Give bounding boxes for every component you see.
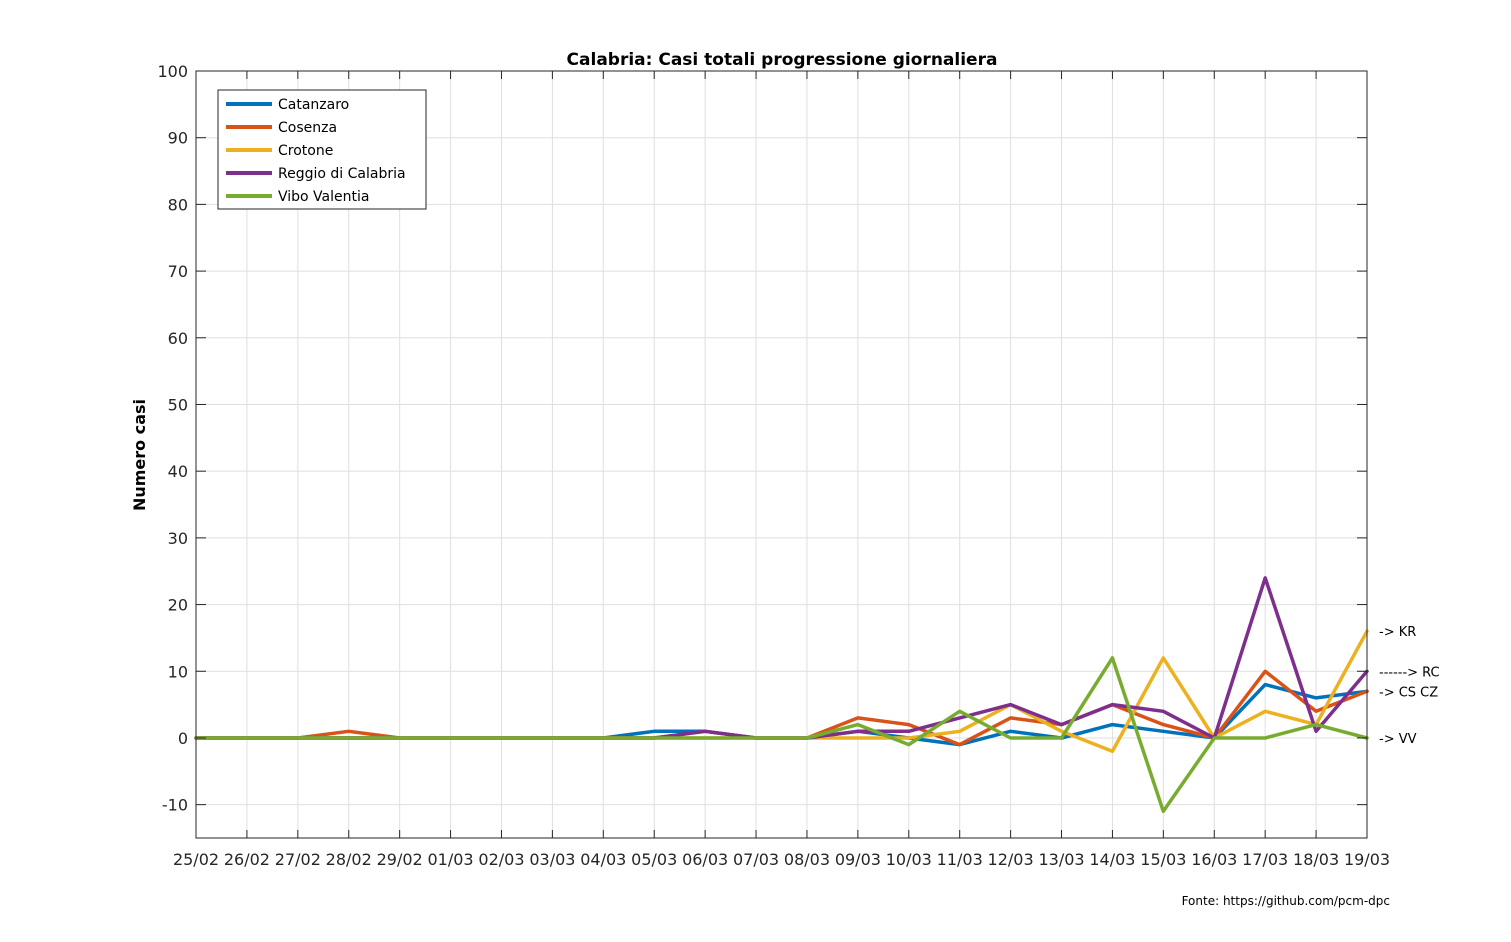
- axis-ticks: 25/02 26/02 27/02 28/02 29/02 01/03 02/03 03/03…: [157, 62, 1390, 869]
- x-tick-label: 28/02: [326, 850, 372, 869]
- x-tick-label: 10/03: [886, 850, 932, 869]
- x-tick-label: 18/03: [1293, 850, 1339, 869]
- series-line-reggio-di-calabria: [194, 576, 1369, 740]
- y-tick-label: 100: [157, 62, 188, 81]
- x-tick-label: 07/03: [733, 850, 779, 869]
- x-tick-label: 05/03: [631, 850, 677, 869]
- y-tick-label: 0: [178, 729, 188, 748]
- source-note: Fonte: https://github.com/pcm-dpc: [1182, 894, 1390, 908]
- end-label: ------> RC: [1379, 665, 1440, 680]
- legend-label-vibo-valentia: Vibo Valentia: [278, 189, 369, 205]
- x-tick-label: 19/03: [1344, 850, 1390, 869]
- x-tick-label: 09/03: [835, 850, 881, 869]
- legend-label-reggio-di-calabria: Reggio di Calabria: [278, 166, 406, 182]
- x-tick-label: 12/03: [988, 850, 1034, 869]
- end-label: -> CS CZ: [1379, 685, 1438, 700]
- x-tick-label: 29/02: [377, 850, 423, 869]
- y-axis-label: Numero casi: [130, 399, 149, 511]
- x-tick-label: 13/03: [1038, 850, 1084, 869]
- x-tick-label: 27/02: [275, 850, 321, 869]
- x-tick-label: 01/03: [428, 850, 474, 869]
- y-tick-label: 30: [168, 529, 188, 548]
- legend-label-catanzaro: Catanzaro: [278, 97, 349, 113]
- x-tick-label: 26/02: [224, 850, 270, 869]
- end-label: -> VV: [1379, 732, 1417, 747]
- x-tick-label: 17/03: [1242, 850, 1288, 869]
- y-tick-label: 70: [168, 262, 188, 281]
- y-tick-label: 10: [168, 662, 188, 681]
- x-tick-label: 14/03: [1089, 850, 1135, 869]
- end-labels: -> KR ------> RC -> CS CZ -> VV: [1379, 625, 1440, 747]
- legend-label-crotone: Crotone: [278, 143, 333, 159]
- x-tick-label: 04/03: [580, 850, 626, 869]
- x-tick-label: 08/03: [784, 850, 830, 869]
- chart-title: Calabria: Casi totali progressione giorn…: [567, 50, 998, 70]
- x-tick-label: 03/03: [529, 850, 575, 869]
- y-tick-label: -10: [162, 796, 188, 815]
- y-tick-label: 60: [168, 329, 188, 348]
- x-tick-label: 11/03: [937, 850, 983, 869]
- y-tick-label: 80: [168, 195, 188, 214]
- x-tick-label: 06/03: [682, 850, 728, 869]
- x-tick-label: 15/03: [1140, 850, 1186, 869]
- series-line-vibo-valentia: [194, 656, 1369, 814]
- series-line-cosenza: [194, 669, 1369, 747]
- axes-box: [195, 70, 1368, 839]
- y-tick-label: 50: [168, 395, 188, 414]
- end-label: -> KR: [1379, 625, 1416, 640]
- x-tick-label: 02/03: [478, 850, 524, 869]
- y-tick-label: 90: [168, 129, 188, 148]
- legend: Catanzaro Cosenza Crotone Reggio di Calabri…: [217, 89, 427, 210]
- series-lines: [194, 576, 1369, 814]
- y-tick-label: 20: [168, 596, 188, 615]
- x-tick-label: 16/03: [1191, 850, 1237, 869]
- x-tick-label: 25/02: [173, 850, 219, 869]
- y-tick-label: 40: [168, 462, 188, 481]
- legend-label-cosenza: Cosenza: [278, 120, 337, 136]
